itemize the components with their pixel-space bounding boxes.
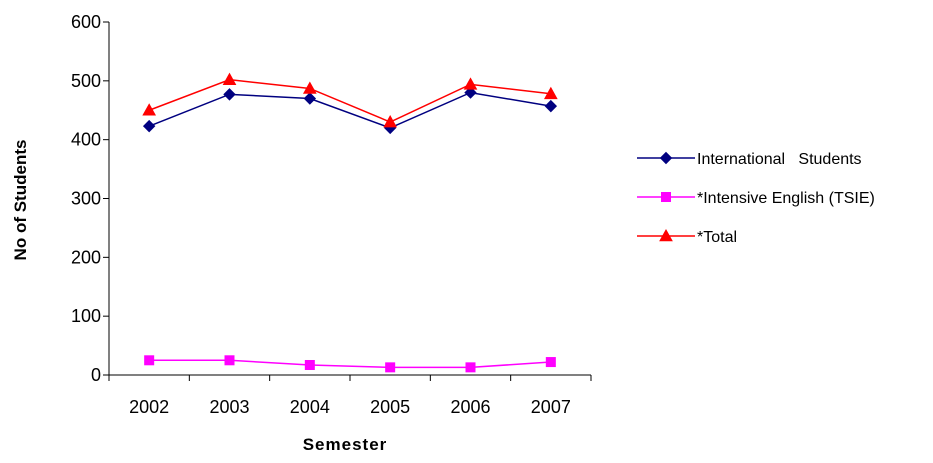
data-point [223, 88, 236, 101]
data-point [385, 362, 396, 373]
y-tick-label: 600 [71, 12, 101, 32]
series-line [149, 359, 551, 369]
data-point [302, 81, 317, 94]
legend-label: *Total [697, 229, 737, 246]
y-tick-label: 100 [71, 306, 101, 326]
data-point [464, 86, 477, 99]
series-1 [142, 86, 558, 135]
y-tick-label: 300 [71, 189, 101, 209]
data-point [544, 99, 558, 113]
legend-item: International Students [637, 151, 862, 168]
series-line [148, 78, 551, 123]
series-line [148, 91, 551, 129]
data-point [144, 355, 155, 366]
y-tick-label: 400 [71, 130, 101, 150]
x-tick-label: 2003 [209, 397, 249, 417]
data-point [545, 357, 556, 368]
y-tick-label: 200 [71, 247, 101, 267]
legend-item: *Total [637, 228, 737, 246]
legend-swatch-marker [659, 151, 673, 165]
legend-swatch-marker [659, 228, 673, 242]
legend-item: *Intensive English (TSIE) [637, 190, 875, 207]
y-tick-label: 0 [91, 365, 101, 385]
x-tick-label: 2006 [450, 397, 490, 417]
legend-swatch-marker [661, 192, 671, 202]
x-axis: 2002 2003 2004 2005 2006 2007 [108, 374, 592, 417]
data-point [142, 103, 157, 116]
legend-label: *Intensive English (TSIE) [697, 190, 875, 207]
series-3 [142, 72, 558, 128]
data-point [543, 86, 558, 100]
legend: International Students *Intensive English… [637, 151, 875, 246]
y-tick-label: 500 [71, 71, 101, 91]
data-point [463, 77, 478, 90]
data-point [224, 355, 235, 366]
x-tick-label: 2004 [290, 397, 330, 417]
data-point [304, 359, 315, 370]
y-axis-title: No of Students [11, 140, 30, 261]
data-point [465, 362, 476, 373]
data-point [383, 114, 398, 128]
x-tick-label: 2005 [370, 397, 410, 417]
x-axis-title: Semester [303, 435, 388, 454]
x-tick-label: 2007 [531, 397, 571, 417]
x-tick-label: 2002 [129, 397, 169, 417]
legend-label: International Students [697, 151, 862, 168]
y-axis: 0 100 200 300 400 500 600 [71, 12, 110, 385]
series-2 [144, 355, 556, 373]
data-point [142, 119, 156, 133]
data-point [303, 92, 317, 105]
data-point [222, 72, 237, 85]
plot-area [142, 72, 558, 373]
